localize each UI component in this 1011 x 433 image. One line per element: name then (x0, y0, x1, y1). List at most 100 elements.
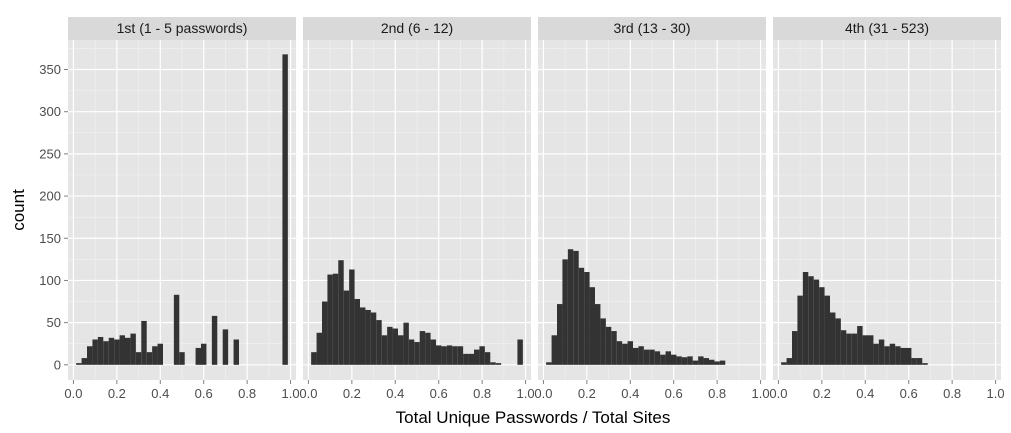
x-tick-label: 0.0 (64, 386, 82, 401)
histogram-bar (719, 360, 726, 365)
histogram-bar (600, 318, 606, 365)
y-tick-label: 50 (47, 315, 61, 330)
y-axis-title: count (9, 189, 28, 231)
facet-strip (538, 17, 766, 40)
x-tick-label: 0.4 (621, 386, 639, 401)
histogram-bar (830, 312, 836, 365)
x-tick-label: 0.0 (769, 386, 787, 401)
facet-strip (773, 17, 1001, 40)
histogram-bar (430, 339, 436, 365)
histogram-bars (76, 54, 288, 365)
x-tick-label: 0.8 (708, 386, 726, 401)
histogram-bar (76, 363, 82, 365)
histogram-bar (392, 328, 398, 365)
histogram-bar (376, 320, 382, 365)
facet-panel-2: 2nd (6 - 12) 0.0 0.2 0.4 0.6 0.8 1.0 (299, 17, 535, 401)
histogram-bar (211, 315, 218, 365)
histogram-bar (595, 304, 601, 365)
histogram-bar (611, 331, 617, 365)
x-tick-label: 0.6 (430, 386, 448, 401)
histogram-bar (517, 339, 523, 365)
histogram-bar (862, 335, 868, 365)
x-tick-label: 1.0 (752, 386, 770, 401)
histogram-bar (703, 358, 709, 365)
histogram-bar (103, 341, 109, 365)
x-tick-label: 0.2 (343, 386, 361, 401)
histogram-bar (808, 276, 814, 365)
histogram-bar (692, 360, 699, 365)
histogram-bar (573, 250, 579, 365)
histogram-bar (562, 259, 568, 365)
y-tick-label: 250 (39, 146, 61, 161)
histogram-bar (354, 299, 360, 365)
histogram-bar (408, 339, 415, 365)
histogram-bar (813, 279, 820, 365)
histogram-bar (660, 354, 666, 365)
x-axis-4: 0.0 0.2 0.4 0.6 0.8 1.0 (769, 380, 1005, 401)
histogram-bar (687, 356, 693, 365)
histogram-bar (441, 346, 447, 365)
histogram-bar (452, 346, 458, 365)
histogram-bar (633, 347, 639, 365)
x-tick-label: 0.4 (386, 386, 404, 401)
histogram-bar (446, 345, 453, 365)
histogram-bar (495, 363, 502, 365)
histogram-bar (786, 358, 792, 365)
facet-panel-1: 1st (1 - 5 passwords) 0.0 0.2 0.4 0.6 0.8 1.0 (64, 17, 300, 401)
histogram-bar (781, 362, 787, 365)
histogram-bar (792, 331, 798, 365)
histogram-bar (605, 326, 612, 365)
histogram-bar (201, 343, 207, 365)
histogram-bar (152, 346, 158, 365)
x-tick-label: 0.6 (665, 386, 683, 401)
x-axis-1: 0.0 0.2 0.4 0.6 0.8 1.0 (64, 380, 300, 401)
histogram-bar (835, 318, 841, 365)
histogram-bar (365, 309, 371, 365)
histogram-bar (338, 260, 344, 365)
x-tick-label: 0.2 (578, 386, 596, 401)
histogram-bar (87, 346, 93, 365)
x-tick-label: 0.0 (534, 386, 552, 401)
histogram-bar (457, 346, 464, 365)
panels-layer: 1st (1 - 5 passwords)0.0 0.2 0.4 0.6 0.8 1.02… (64, 17, 1005, 401)
histogram-bar (474, 349, 480, 365)
x-axis-3: 0.0 0.2 0.4 0.6 0.8 1.0 (534, 380, 770, 401)
histogram-bar (387, 326, 393, 365)
facet-strip-label: 2nd (6 - 12) (381, 20, 453, 36)
histogram-bar (463, 353, 469, 365)
histogram-bar (403, 322, 409, 365)
histogram-bar (125, 337, 131, 365)
histogram-bar (551, 335, 557, 365)
histogram-bar (802, 272, 809, 365)
histogram-bar (873, 343, 879, 365)
x-tick-label: 0.6 (900, 386, 918, 401)
histogram-bar (146, 352, 153, 365)
facet-strip-label: 4th (31 - 523) (845, 20, 929, 36)
x-tick-label: 1.0 (282, 386, 300, 401)
histogram-bar (797, 295, 803, 365)
histogram-bar (698, 356, 704, 365)
histogram-bar (484, 352, 491, 365)
x-tick-label: 0.2 (813, 386, 831, 401)
gridlines (538, 40, 766, 380)
histogram-bar (654, 351, 661, 365)
histogram-bars (781, 272, 928, 365)
gridlines (68, 40, 296, 380)
facet-strip-label: 3rd (13 - 30) (613, 20, 690, 36)
facet-strip (303, 17, 531, 40)
histogram-bar (92, 339, 98, 365)
histogram-bar (709, 359, 715, 365)
y-tick-label: 100 (39, 273, 61, 288)
x-tick-label: 0.8 (238, 386, 256, 401)
histogram-bar (714, 361, 720, 365)
y-tick-label: 150 (39, 231, 61, 246)
histogram-bar (681, 357, 688, 365)
histogram-bar (130, 333, 136, 365)
histogram-bar (916, 358, 923, 365)
histogram-bar (851, 333, 858, 365)
histogram-bar (173, 294, 180, 365)
histogram-bar (889, 343, 896, 365)
histogram-bar (119, 335, 125, 365)
